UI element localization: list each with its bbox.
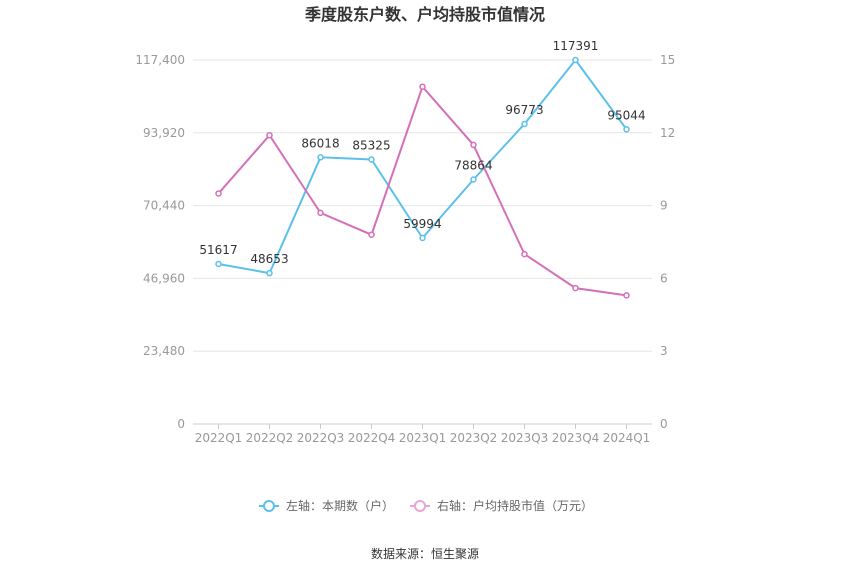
data-point-0[interactable]: [470, 176, 477, 183]
right-tick-label: 12: [660, 126, 675, 140]
data-point-1[interactable]: [572, 284, 579, 292]
data-point-1[interactable]: [623, 292, 630, 299]
series-layer: [215, 56, 630, 299]
legend-item-left[interactable]: 左轴：本期数（户）: [259, 498, 394, 513]
data-source: 数据来源：恒生聚源: [371, 546, 479, 561]
left-axis: 0 23,480 46,960 70,440 93,920 117,400: [135, 53, 185, 431]
x-axis: 2022Q1 2022Q2 2022Q3 2022Q4 2023Q1 2023Q2 2023…: [195, 424, 651, 445]
data-point-0[interactable]: [572, 56, 579, 64]
right-tick-label: 9: [660, 199, 668, 213]
right-tick-label: 6: [660, 271, 668, 285]
x-tick-label: 2022Q1: [195, 431, 243, 445]
data-point-1[interactable]: [521, 250, 528, 258]
legend-marker-right: [414, 500, 426, 512]
data-label: 95044: [607, 108, 645, 122]
data-point-0[interactable]: [419, 234, 426, 242]
x-tick-label: 2022Q3: [297, 431, 345, 445]
right-tick-label: 15: [660, 53, 675, 67]
chart-title: 季度股东户数、户均持股市值情况: [304, 5, 545, 24]
data-point-0[interactable]: [368, 156, 375, 163]
left-tick-label: 70,440: [143, 199, 185, 213]
legend-item-right[interactable]: 右轴：户均持股市值（万元）: [410, 498, 593, 513]
data-point-1[interactable]: [368, 231, 375, 238]
x-tick-label: 2022Q2: [246, 431, 294, 445]
right-tick-label: 3: [660, 344, 668, 358]
data-point-0[interactable]: [266, 269, 273, 277]
data-label: 51617: [199, 243, 237, 257]
data-point-1[interactable]: [470, 141, 477, 149]
data-label: 86018: [301, 136, 339, 150]
x-tick-label: 2023Q3: [501, 431, 549, 445]
data-point-1[interactable]: [317, 209, 324, 217]
data-label: 78864: [454, 158, 492, 172]
x-tick-label: 2023Q4: [552, 431, 600, 445]
data-point-1[interactable]: [419, 83, 426, 90]
right-tick-label: 0: [660, 417, 668, 431]
left-tick-label: 23,480: [143, 344, 185, 358]
left-tick-label: 46,960: [143, 271, 185, 285]
data-point-1[interactable]: [266, 131, 273, 139]
left-tick-label: 93,920: [143, 126, 185, 140]
x-tick-label: 2024Q1: [603, 431, 651, 445]
x-tick-label: 2022Q4: [348, 431, 396, 445]
x-tick-label: 2023Q1: [399, 431, 447, 445]
legend-label-right: 右轴：户均持股市值（万元）: [437, 498, 593, 513]
x-tick-label: 2023Q2: [450, 431, 498, 445]
data-label: 117391: [553, 39, 599, 53]
data-point-1[interactable]: [215, 190, 222, 197]
data-point-0[interactable]: [521, 120, 528, 128]
legend: 左轴：本期数（户） 右轴：户均持股市值（万元）: [259, 498, 593, 513]
data-point-0[interactable]: [317, 154, 324, 161]
data-point-0[interactable]: [215, 260, 222, 268]
data-label: 48653: [250, 252, 288, 266]
grid: [193, 59, 652, 425]
data-label: 85325: [352, 138, 390, 152]
left-tick-label: 0: [177, 417, 185, 431]
legend-marker-left: [263, 500, 275, 512]
left-tick-label: 117,400: [135, 53, 185, 67]
legend-label-left: 左轴：本期数（户）: [286, 498, 394, 513]
right-axis: 0 3 6 9 12 15: [660, 53, 675, 431]
data-label: 96773: [505, 103, 543, 117]
data-labels: 51617 48653 86018 85325 59994 78864 96773 11739…: [199, 39, 645, 266]
data-point-0[interactable]: [623, 126, 630, 133]
data-label: 59994: [403, 217, 441, 231]
